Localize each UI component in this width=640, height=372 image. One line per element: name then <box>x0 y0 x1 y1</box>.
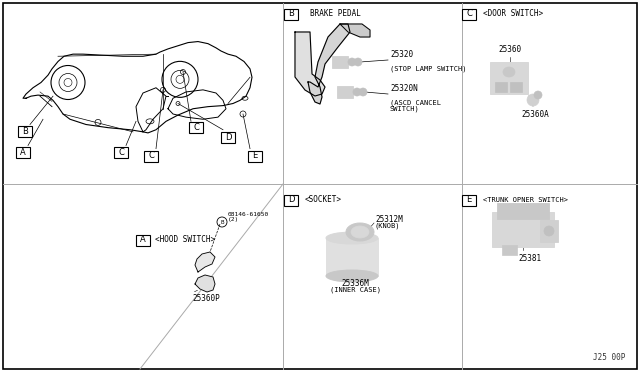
Text: <SOCKET>: <SOCKET> <box>305 196 342 205</box>
Bar <box>462 195 476 205</box>
Circle shape <box>527 94 539 106</box>
Text: 08146-61650: 08146-61650 <box>228 212 269 217</box>
Bar <box>114 147 128 158</box>
Bar <box>248 151 262 161</box>
Bar <box>540 220 558 242</box>
Bar <box>144 151 158 161</box>
Text: C: C <box>466 10 472 19</box>
Text: (STOP LAMP SWITCH): (STOP LAMP SWITCH) <box>390 65 467 71</box>
Text: 25360A: 25360A <box>521 110 549 119</box>
Text: 25336M: 25336M <box>341 279 369 289</box>
Bar <box>497 203 549 219</box>
Text: 25360: 25360 <box>499 45 522 54</box>
Bar <box>136 234 150 246</box>
Text: 25360P: 25360P <box>192 294 220 303</box>
Circle shape <box>544 226 554 236</box>
Polygon shape <box>195 275 215 292</box>
Ellipse shape <box>351 226 369 238</box>
Polygon shape <box>340 24 370 37</box>
Bar <box>326 238 378 276</box>
Text: (INNER CASE): (INNER CASE) <box>330 287 381 293</box>
Text: B: B <box>220 219 224 224</box>
Polygon shape <box>308 24 350 104</box>
Bar <box>337 86 353 98</box>
Text: (ASCD CANCEL: (ASCD CANCEL <box>390 99 441 106</box>
Text: SWITCH): SWITCH) <box>390 105 420 112</box>
Text: J25 00P: J25 00P <box>593 353 625 362</box>
Text: 25320N: 25320N <box>390 84 418 93</box>
Circle shape <box>354 58 362 66</box>
Bar <box>16 147 30 158</box>
Text: C: C <box>193 123 199 132</box>
Ellipse shape <box>346 223 374 241</box>
Bar <box>18 126 32 137</box>
Circle shape <box>359 88 367 96</box>
Text: D: D <box>288 196 294 205</box>
Bar <box>284 9 298 19</box>
Bar <box>221 132 235 142</box>
Circle shape <box>353 88 361 96</box>
Text: B: B <box>288 10 294 19</box>
Bar <box>490 62 528 94</box>
Text: 25312M: 25312M <box>375 215 403 224</box>
Text: E: E <box>467 196 472 205</box>
Bar <box>495 82 507 92</box>
Text: D: D <box>225 132 231 142</box>
Text: (2): (2) <box>228 218 239 222</box>
Circle shape <box>348 58 356 66</box>
Text: C: C <box>148 151 154 160</box>
Bar <box>492 212 554 247</box>
Bar <box>189 122 203 133</box>
Text: C: C <box>118 148 124 157</box>
Ellipse shape <box>503 67 515 77</box>
Text: 25320: 25320 <box>390 50 413 59</box>
Polygon shape <box>295 32 325 96</box>
Bar <box>462 9 476 19</box>
Bar <box>502 245 517 255</box>
Text: A: A <box>20 148 26 157</box>
Bar <box>284 195 298 205</box>
Text: (KNOB): (KNOB) <box>375 223 401 229</box>
Text: E: E <box>252 151 258 160</box>
Text: <DOOR SWITCH>: <DOOR SWITCH> <box>483 10 543 19</box>
Circle shape <box>534 91 542 99</box>
Ellipse shape <box>326 270 378 282</box>
Polygon shape <box>195 252 215 272</box>
Text: A: A <box>140 235 146 244</box>
Text: <TRUNK OPNER SWITCH>: <TRUNK OPNER SWITCH> <box>483 197 568 203</box>
Text: <HOOD SWITCH>: <HOOD SWITCH> <box>155 235 215 244</box>
Bar <box>332 56 348 68</box>
Ellipse shape <box>326 232 378 244</box>
Text: 25381: 25381 <box>518 254 541 263</box>
Bar <box>510 82 522 92</box>
Text: B: B <box>22 127 28 137</box>
Text: BRAKE PEDAL: BRAKE PEDAL <box>310 10 361 19</box>
